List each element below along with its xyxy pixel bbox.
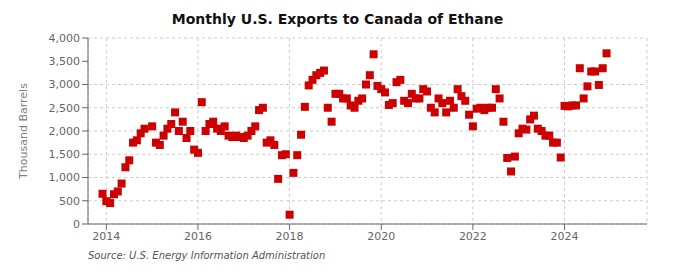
html-text:Source: U.S. Energy Informatio: Source: U.S. Energy Information Administ… [88,250,326,261]
svg-text:2018: 2018 [276,230,304,243]
svg-text:4,000: 4,000 [49,32,81,45]
svg-text:2024: 2024 [551,230,579,243]
svg-text:0: 0 [73,218,80,231]
svg-text:1,500: 1,500 [49,148,81,161]
svg-text:2022: 2022 [459,230,487,243]
svg-text:2016: 2016 [184,230,212,243]
html-text:Monthly U.S. Exports to Canada: Monthly U.S. Exports to Canada of Ethane [171,11,504,27]
svg-text:500: 500 [59,195,80,208]
svg-text:3,500: 3,500 [49,55,81,68]
svg-text:2,000: 2,000 [49,125,81,138]
svg-text:3,000: 3,000 [49,78,81,91]
svg-text:2020: 2020 [367,230,395,243]
svg-text:2014: 2014 [92,230,120,243]
svg-text:2,500: 2,500 [49,102,81,115]
svg-text:Thousand Barrels: Thousand Barrels [17,83,30,180]
svg-text:1,000: 1,000 [49,171,81,184]
